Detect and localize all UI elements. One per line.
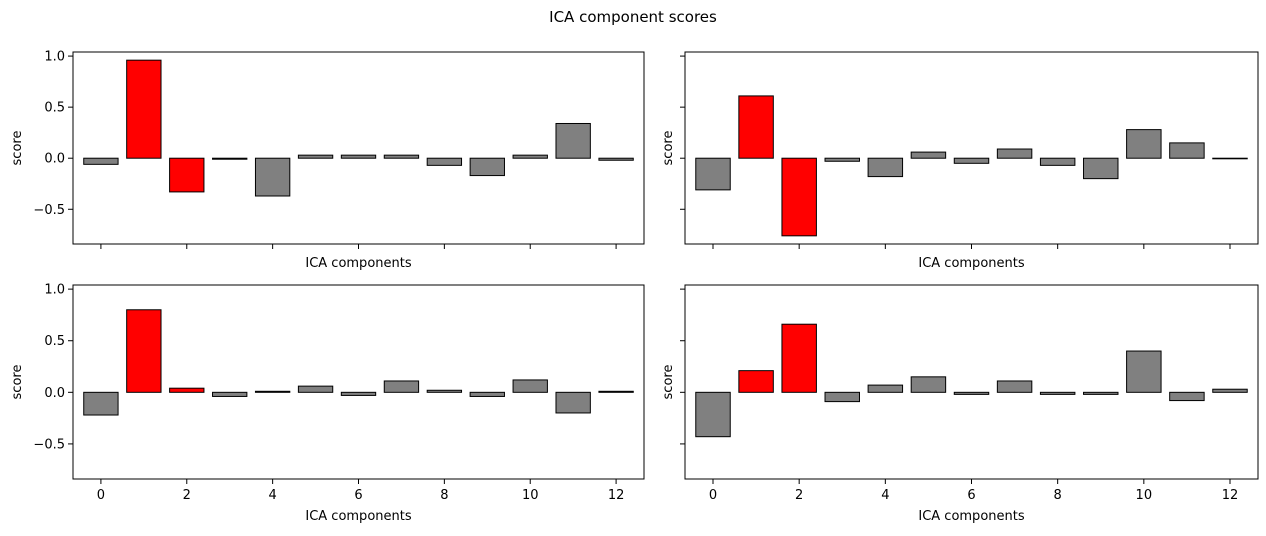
bottom-left-bar-4 (254, 390, 291, 393)
bottom-right-bar-0 (695, 391, 731, 438)
top-right-bar-11 (1169, 142, 1205, 159)
top-right-bar-6 (953, 157, 990, 164)
bottom-right-xtick-label: 12 (1222, 488, 1239, 503)
bottom-right-xtick-label: 6 (967, 488, 975, 503)
bottom-right-xtick-label: 10 (1136, 488, 1153, 503)
bottom-left-bar-1 (126, 309, 162, 393)
top-left-bar-6 (340, 154, 377, 159)
bottom-right-bar-4 (867, 384, 904, 393)
bottom-right-bar-9 (1083, 391, 1119, 395)
top-left-bar-1 (126, 59, 162, 159)
bottom-left-xlabel: ICA components (305, 509, 411, 524)
top-left-bar-3 (212, 157, 248, 160)
bottom-right-bar-5 (910, 376, 947, 393)
subplot-top-left: −0.5 0.0 0.5 1.0 ICA components score (10, 50, 645, 271)
top-left-bar-4 (254, 157, 291, 197)
subplot-bottom-left: −0.5 0.0 0.5 1.0 0 2 4 6 8 10 12 ICA components scor… (10, 283, 645, 524)
top-left-bar-8 (426, 157, 463, 166)
top-right-ylabel: score (661, 131, 676, 166)
top-right-bar-10 (1126, 129, 1162, 159)
top-right-bar-5 (910, 151, 947, 159)
top-right-bar-12 (1212, 157, 1248, 160)
bottom-left-bar-2 (169, 387, 205, 393)
bottom-right-xtick-label: 2 (795, 488, 803, 503)
bottom-left-bar-0 (83, 391, 119, 416)
bottom-right-bar-10 (1126, 350, 1162, 393)
bottom-left-ytick-label: −0.5 (33, 437, 65, 452)
bottom-left-ytick-label: 1.0 (44, 283, 65, 298)
top-right-bar-4 (867, 157, 904, 178)
bottom-left-bar-3 (212, 391, 248, 397)
top-right-bar-9 (1083, 157, 1119, 180)
top-left-ytick-label: −0.5 (33, 203, 65, 218)
bottom-right-xtick-label: 0 (709, 488, 717, 503)
bottom-right-bar-6 (953, 391, 990, 395)
top-left-ytick-label: 1.0 (44, 50, 65, 65)
bottom-right-bar-2 (781, 323, 817, 393)
top-left-xlabel: ICA components (305, 256, 411, 271)
bottom-left-xtick-label: 10 (522, 488, 539, 503)
top-left-bar-12 (598, 157, 634, 161)
top-left-bar-9 (469, 157, 505, 177)
top-right-bar-0 (695, 157, 731, 191)
subplot-bottom-right: 0 2 4 6 8 10 12 ICA components score (661, 284, 1259, 524)
bottom-left-bar-5 (297, 385, 334, 393)
bottom-left-xtick-label: 6 (354, 488, 362, 503)
bottom-right-bar-7 (996, 380, 1033, 393)
bottom-left-bar-9 (469, 391, 505, 397)
bottom-left-xtick-label: 0 (97, 488, 105, 503)
bottom-right-xtick-label: 4 (881, 488, 889, 503)
top-right-bar-7 (996, 148, 1033, 159)
bottom-left-bar-6 (340, 391, 377, 396)
top-right-xlabel: ICA components (918, 256, 1024, 271)
top-left-bar-5 (297, 154, 334, 159)
bottom-right-bar-12 (1212, 388, 1248, 393)
top-left-ytick-label: 0.5 (44, 101, 65, 116)
top-right-bar-1 (738, 95, 774, 159)
bottom-left-ylabel: score (10, 365, 25, 400)
bottom-left-ytick-label: 0.0 (44, 386, 65, 401)
bottom-left-ytick-label: 0.5 (44, 334, 65, 349)
bottom-left-bar-12 (598, 390, 634, 393)
top-left-bar-2 (169, 157, 205, 193)
bottom-right-bar-3 (824, 391, 860, 403)
top-right-bar-2 (781, 157, 817, 237)
top-left-ytick-label: 0.0 (44, 152, 65, 167)
bottom-left-bar-11 (555, 391, 591, 414)
top-left-bar-11 (555, 122, 591, 159)
bottom-right-ylabel: score (661, 365, 676, 400)
top-left-bar-10 (512, 154, 548, 159)
bottom-left-xtick-label: 4 (268, 488, 276, 503)
subplot-top-right: ICA components score (661, 51, 1259, 271)
bottom-left-xtick-label: 12 (608, 488, 625, 503)
bottom-right-bar-1 (738, 370, 774, 393)
bottom-left-bar-7 (383, 380, 420, 393)
bottom-left-xtick-label: 2 (183, 488, 191, 503)
figure-suptitle: ICA component scores (549, 8, 717, 26)
bottom-right-xtick-label: 8 (1054, 488, 1062, 503)
bottom-left-bar-8 (426, 389, 463, 393)
top-left-bar-7 (383, 154, 420, 159)
bottom-right-bar-11 (1169, 391, 1205, 402)
top-left-bar-0 (83, 157, 119, 165)
bottom-right-xlabel: ICA components (918, 509, 1024, 524)
top-right-bar-3 (824, 157, 860, 162)
bottom-right-bar-8 (1039, 391, 1076, 395)
bottom-left-bar-10 (512, 379, 548, 393)
bottom-left-xtick-label: 8 (440, 488, 448, 503)
top-right-bar-8 (1039, 157, 1076, 166)
top-left-ylabel: score (10, 131, 25, 166)
